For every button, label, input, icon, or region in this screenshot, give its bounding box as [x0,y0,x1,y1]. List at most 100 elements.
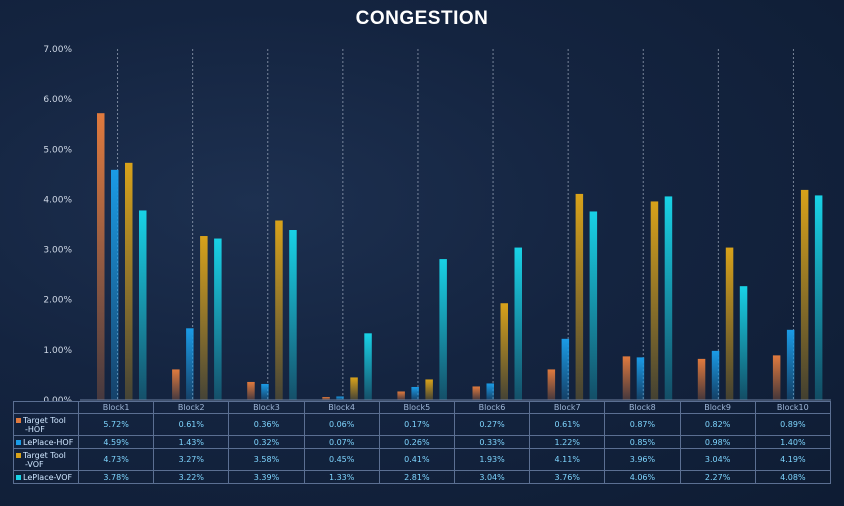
data-label: 3.96% [604,448,681,471]
series-name-line: Target Tool [23,450,66,460]
legend-swatch [16,474,21,480]
category-label: Block4 [303,401,380,414]
data-label: 4.19% [754,448,832,471]
legend-swatch [16,439,21,445]
category-label: Block9 [679,401,756,414]
bar-leplace-hof-block1 [111,169,119,400]
series-name-line: Target Tool [23,415,66,425]
data-label: 3.76% [529,470,606,484]
category-label: Block2 [153,401,230,414]
data-label: 0.61% [153,413,230,436]
category-label: Block8 [604,401,681,414]
data-label: 4.06% [604,470,681,484]
bar-leplace-vof-block7 [589,211,598,400]
y-tick-label: 3.00% [43,246,72,256]
bar-targettool-hof-block5 [397,391,405,400]
bar-targettool-hof-block1 [97,113,105,400]
table-corner-cell [13,401,79,414]
table-row: Target Tool -HOF 5.72% 0.61% 0.36% 0.06% 0.17%… [13,413,832,436]
data-label: 0.89% [754,413,832,436]
y-tick-label: 4.00% [43,195,72,205]
data-label: 0.41% [378,448,455,471]
data-label: 4.08% [754,470,832,484]
data-label: 3.39% [228,470,305,484]
y-tick-label: 5.00% [43,145,72,155]
data-label: 3.22% [153,470,230,484]
data-label: 0.87% [604,413,681,436]
bar-leplace-vof-block9 [739,286,748,400]
data-label: 3.58% [228,448,305,471]
category-label: Block5 [378,401,455,414]
bar-targettool-hof-block6 [472,386,480,400]
data-label: 1.93% [453,448,531,471]
table-row: LePlace-HOF 4.59% 1.43% 0.32% 0.07% 0.26% 0.33… [13,435,832,449]
series-legend-label: LePlace-VOF [13,470,79,484]
bar-targettool-hof-block10 [772,355,781,400]
bar-leplace-hof-block9 [711,350,720,400]
series-legend-label: LePlace-HOF [13,435,79,449]
bar-targettool-hof-block9 [697,358,706,400]
bar-targettool-vof-block8 [650,201,659,400]
bar-leplace-vof-block2 [214,238,222,400]
bar-targettool-vof-block7 [575,193,584,400]
data-label: 0.33% [453,435,531,449]
bar-targettool-vof-block9 [725,247,734,400]
data-label: 3.04% [679,448,756,471]
series-name-line: -HOF [25,424,45,434]
data-label: 1.43% [153,435,230,449]
bar-leplace-vof-block5 [439,259,447,400]
data-label: 1.33% [303,470,380,484]
data-label: 3.78% [77,470,155,484]
category-label: Block1 [77,401,155,414]
bar-leplace-hof-block4 [336,396,344,400]
data-label: 0.98% [679,435,756,449]
bar-leplace-vof-block8 [664,196,673,400]
data-label: 1.22% [529,435,606,449]
data-label: 0.27% [453,413,531,436]
series-name-line: LePlace-VOF [23,472,73,482]
bar-leplace-hof-block7 [561,338,570,400]
bar-targettool-hof-block3 [247,381,255,400]
bar-leplace-vof-block6 [514,247,522,400]
table-row: Target Tool -VOF 4.73% 3.27% 3.58% 0.45% 0.41%… [13,448,832,471]
data-label: 4.59% [77,435,155,449]
bar-leplace-vof-block10 [814,195,823,400]
data-label: 5.72% [77,413,155,436]
y-tick-label: 7.00% [43,45,72,55]
table-header-row: Block1 Block2 Block3 Block4 Block5 Block6 Bloc… [13,401,832,414]
bar-targettool-vof-block10 [800,189,809,400]
bar-targettool-hof-block7 [547,369,556,400]
table-row: LePlace-VOF 3.78% 3.22% 3.39% 1.33% 2.81% 3.04… [13,470,832,484]
data-label: 2.81% [378,470,455,484]
data-label: 0.17% [378,413,455,436]
bar-leplace-vof-block3 [289,230,297,400]
category-label: Block3 [228,401,305,414]
y-tick-label: 2.00% [43,296,72,306]
bar-leplace-hof-block6 [486,383,494,400]
data-label: 2.27% [679,470,756,484]
data-label: 3.27% [153,448,230,471]
category-label: Block6 [453,401,531,414]
bar-targettool-vof-block4 [350,377,358,400]
data-label: 3.04% [453,470,531,484]
data-label: 0.32% [228,435,305,449]
bar-leplace-vof-block4 [364,333,372,400]
bar-targettool-vof-block2 [200,236,208,400]
legend-swatch [16,417,21,423]
bar-targettool-vof-block5 [425,379,433,400]
bar-chart: 0.00% 1.00% 2.00% 3.00% 4.00% 5.00% 6.00% 7.00% [43,45,831,402]
bar-leplace-hof-block10 [786,329,795,400]
data-label: 0.85% [604,435,681,449]
data-label: 0.61% [529,413,606,436]
data-label: 0.36% [228,413,305,436]
category-label: Block7 [529,401,606,414]
bar-leplace-vof-block1 [139,210,147,400]
y-tick-label: 1.00% [43,346,72,356]
bar-targettool-vof-block3 [275,220,283,400]
category-label: Block10 [754,401,832,414]
series-name-line: -VOF [25,459,44,469]
bar-leplace-hof-block3 [261,383,269,400]
series-legend-label: Target Tool -VOF [13,448,79,471]
data-label: 0.82% [679,413,756,436]
data-label: 0.45% [303,448,380,471]
